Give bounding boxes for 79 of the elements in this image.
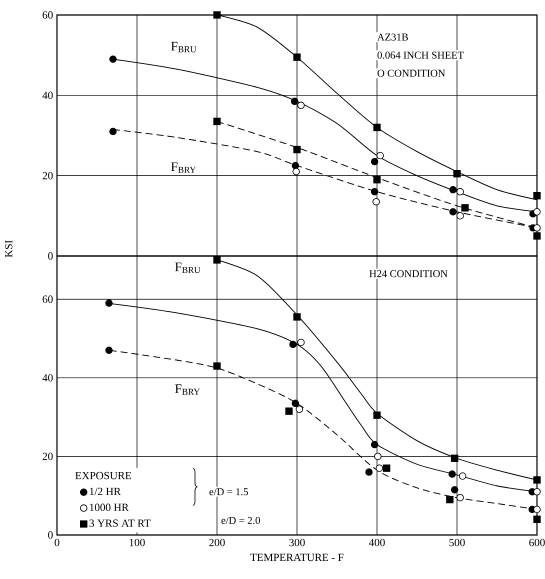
point <box>449 186 457 194</box>
annotation: F$_{BRY}$ <box>175 384 200 395</box>
point <box>373 124 381 132</box>
x-tick-label: 500 <box>449 538 465 546</box>
point <box>290 98 298 106</box>
point <box>446 496 454 504</box>
point <box>533 192 541 200</box>
point <box>533 232 541 240</box>
point <box>376 152 384 160</box>
x-tick-label: 600 <box>529 538 545 546</box>
point <box>533 516 541 523</box>
point <box>372 198 380 206</box>
point <box>285 408 293 415</box>
point <box>292 400 300 408</box>
x-tick-label: 200 <box>209 538 225 546</box>
point <box>293 53 301 61</box>
legend-title: EXPOSURE <box>75 472 132 480</box>
point <box>373 411 381 419</box>
y-tick-label: 0 <box>48 531 53 539</box>
point <box>370 188 378 196</box>
x-tick-label: 300 <box>289 538 305 546</box>
legend-label: 1000 HR <box>90 504 129 512</box>
y-tick-label: 60 <box>42 296 53 303</box>
annotation: 0.064 INCH SHEET <box>377 52 464 59</box>
point <box>449 208 457 216</box>
x-tick-label: 0 <box>54 538 60 546</box>
point <box>213 118 221 126</box>
point <box>105 346 113 354</box>
point <box>293 313 301 321</box>
x-tick-label: 100 <box>130 538 145 546</box>
point <box>365 468 373 476</box>
point <box>292 168 300 176</box>
point <box>448 470 456 478</box>
point <box>450 486 458 494</box>
y-tick-label: 20 <box>42 172 53 180</box>
point <box>297 338 305 346</box>
annotation: AZ31B <box>377 34 408 41</box>
point <box>109 55 117 63</box>
annotation: H24 CONDITION <box>369 270 448 278</box>
point <box>453 170 461 178</box>
point <box>293 146 301 154</box>
annotation: O CONDITION <box>378 70 446 77</box>
point <box>458 472 466 480</box>
legend-label: 1/2 HR <box>90 488 121 496</box>
y-tick-label: 20 <box>42 452 53 460</box>
point <box>213 362 221 370</box>
point <box>376 464 384 472</box>
annotation: e/D = 2.0 <box>222 516 260 524</box>
point <box>461 204 469 212</box>
y-tick-label: 40 <box>42 374 53 382</box>
point <box>533 476 541 484</box>
y-tick-label: 40 <box>42 92 53 100</box>
point <box>370 440 378 448</box>
point <box>456 212 464 220</box>
point <box>374 452 382 460</box>
point <box>213 11 221 19</box>
annotation: e/D = 1.5 <box>210 488 248 496</box>
annotation: F$_{BRY}$ <box>171 162 196 173</box>
point <box>456 494 464 502</box>
point <box>109 128 117 136</box>
point <box>297 102 305 110</box>
point <box>213 256 221 264</box>
x-tick-label: 400 <box>368 538 385 546</box>
x-axis-title: TEMPERATURE - F <box>250 554 344 562</box>
point <box>296 406 304 413</box>
point <box>289 340 297 348</box>
point <box>450 454 458 462</box>
legend-label: 3 YRS AT RT <box>90 520 151 527</box>
point <box>373 176 381 184</box>
y-tick-label: 60 <box>42 11 53 19</box>
point <box>105 299 113 307</box>
annotation: F$_{BRU}$ <box>175 262 200 273</box>
y-tick-label: 0 <box>48 252 53 260</box>
point <box>370 158 378 166</box>
point <box>456 188 464 196</box>
y-axis-title: KSI <box>4 240 12 258</box>
point <box>292 162 300 170</box>
annotation: F$_{BRU}$ <box>171 42 196 52</box>
point <box>382 464 390 472</box>
